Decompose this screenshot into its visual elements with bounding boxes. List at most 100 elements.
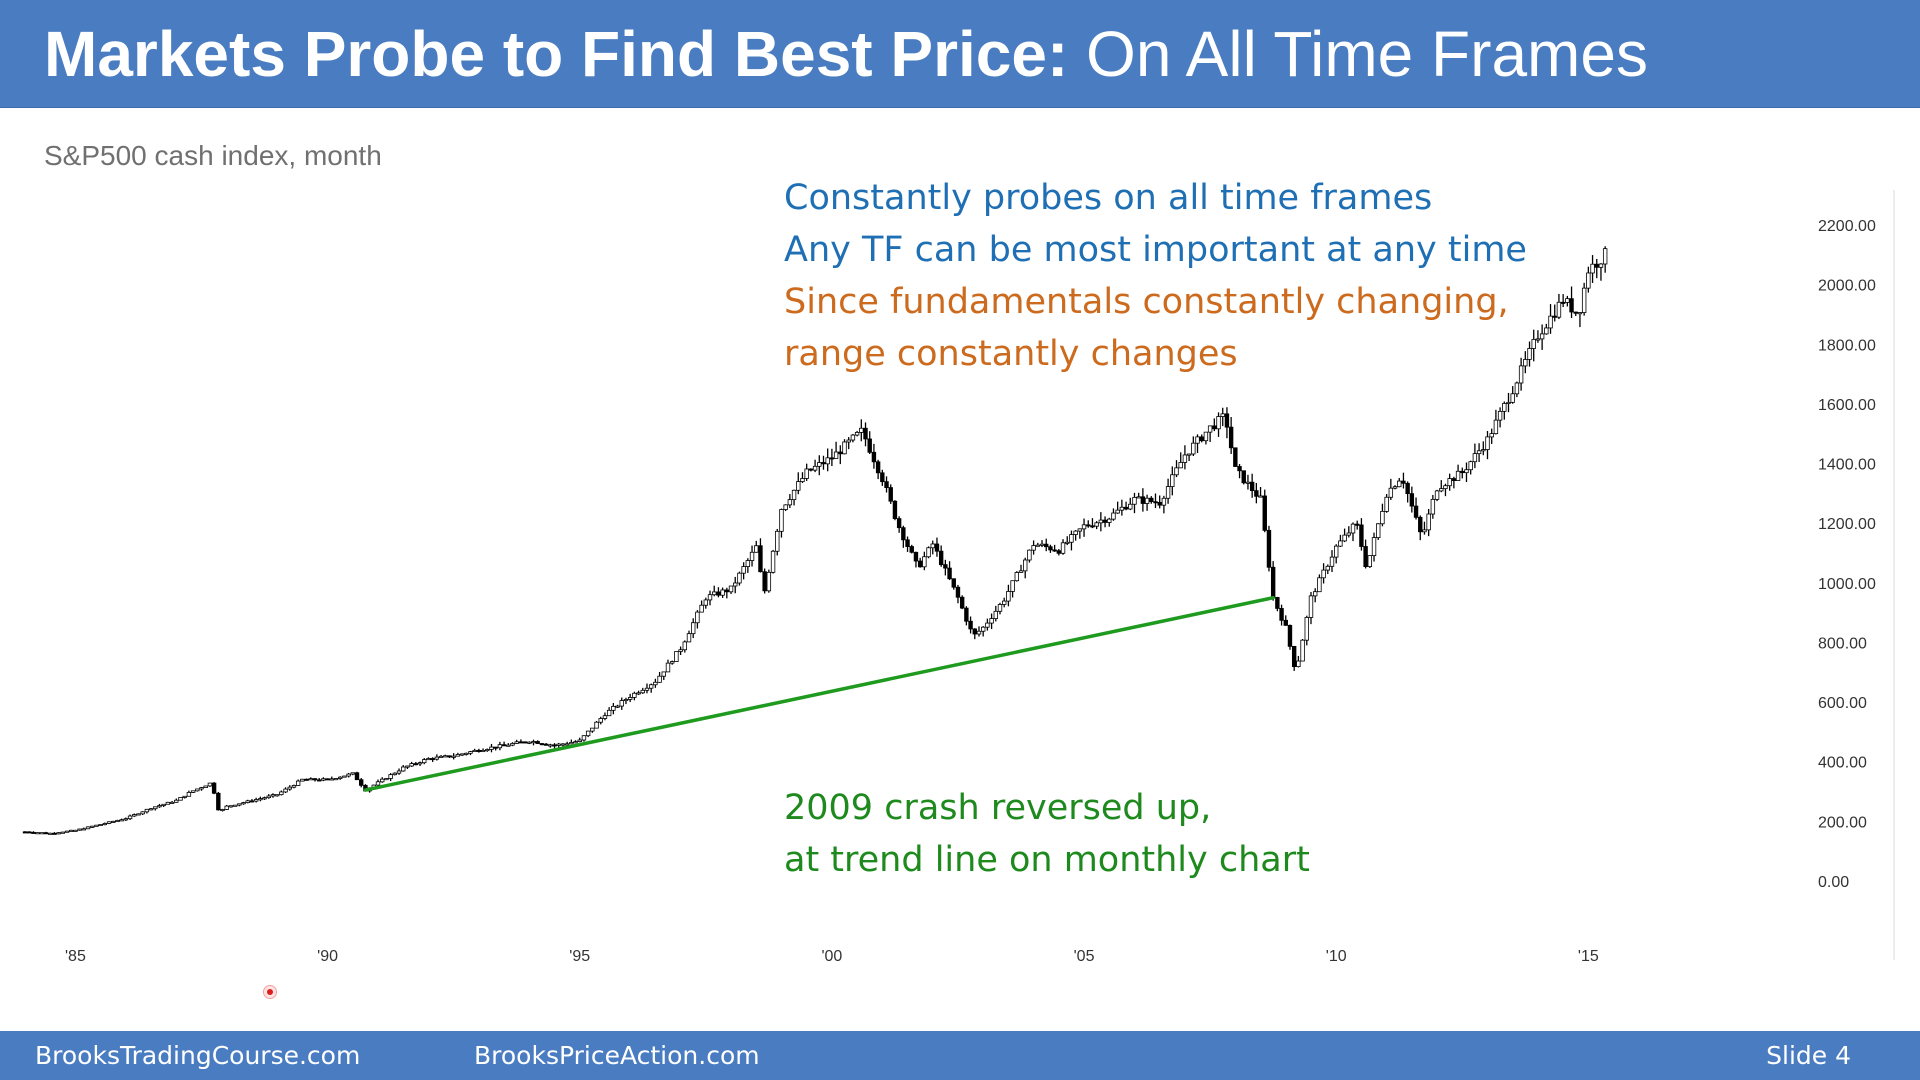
candle-body — [1581, 287, 1587, 313]
candle-body — [1195, 436, 1200, 444]
trendline-annotation-line-1: 2009 crash reversed up, — [784, 788, 1212, 828]
candle-body — [804, 468, 809, 479]
candle-body — [123, 818, 129, 821]
candle-body — [417, 762, 423, 765]
candle-body — [1228, 426, 1234, 449]
candle-body — [896, 518, 902, 529]
candle-body — [182, 795, 187, 798]
candle-body — [1447, 478, 1452, 487]
candle-body — [1443, 485, 1448, 490]
candle-body — [598, 718, 603, 723]
candle-body — [829, 457, 835, 460]
candle-body — [1565, 298, 1570, 303]
candle-body — [669, 661, 675, 664]
candle-body — [632, 692, 637, 698]
candle-body — [968, 620, 973, 630]
candle-body — [430, 758, 435, 761]
candle-body — [60, 831, 66, 834]
candle-body — [270, 794, 276, 797]
candle-body — [955, 586, 961, 598]
candle-body — [1224, 413, 1230, 428]
candle-body — [106, 821, 112, 824]
candle-body — [186, 792, 192, 797]
candle-body — [783, 504, 788, 510]
candle-body — [972, 628, 977, 635]
candle-body — [1132, 497, 1137, 505]
candle-body — [606, 709, 612, 717]
candle-body — [707, 594, 713, 601]
candle-body — [73, 829, 78, 832]
candle-body — [1237, 466, 1242, 472]
candle-body — [1165, 486, 1171, 499]
candle-body — [337, 776, 343, 779]
candle-body — [476, 749, 482, 752]
candle-body — [749, 551, 755, 561]
candle-body — [1304, 617, 1309, 641]
y-tick-label: 200.00 — [1818, 814, 1867, 831]
candle-body — [1275, 597, 1280, 609]
candle-body — [1300, 639, 1305, 662]
candle-body — [153, 806, 158, 810]
candle-body — [350, 772, 355, 775]
candle-body — [775, 530, 780, 552]
candle-body — [1140, 496, 1146, 504]
candle-body — [564, 743, 570, 746]
candle-body — [127, 815, 133, 820]
candle-body — [543, 743, 549, 746]
candle-body — [1220, 413, 1225, 417]
candle-body — [157, 805, 162, 808]
candle-body — [1422, 529, 1427, 533]
candle-body — [758, 545, 763, 573]
candle-body — [468, 751, 473, 754]
candle-body — [52, 832, 57, 835]
candle-body — [712, 591, 717, 596]
candle-body — [1367, 555, 1373, 568]
candle-body — [291, 785, 297, 788]
candle-body — [846, 439, 851, 443]
candle-body — [522, 741, 528, 744]
candle-body — [1270, 566, 1276, 598]
candle-body — [577, 739, 582, 743]
x-tick-label: '00 — [821, 948, 842, 965]
candle-body — [917, 560, 923, 568]
candle-body — [678, 649, 683, 652]
candle-body — [892, 500, 898, 520]
candle-body — [1153, 501, 1158, 504]
slide-title-normal: On All Time Frames — [1068, 18, 1648, 90]
candle-body — [455, 754, 461, 757]
candle-body — [779, 509, 784, 532]
candle-body — [56, 832, 61, 835]
candle-body — [1405, 482, 1410, 495]
candle-body — [1329, 556, 1335, 567]
candle-body — [220, 809, 225, 812]
candle-body — [304, 778, 309, 781]
candle-body — [203, 785, 208, 789]
candle-body — [1460, 470, 1465, 474]
candle-body — [791, 489, 797, 501]
candle-body — [81, 828, 87, 831]
candle-body — [812, 465, 818, 471]
candle-body — [266, 795, 271, 799]
candle-body — [1376, 523, 1381, 539]
candle-body — [178, 797, 183, 801]
candle-body — [388, 774, 393, 779]
candle-body — [384, 778, 389, 781]
candle-body — [31, 831, 36, 834]
candle-body — [1186, 453, 1192, 456]
candle-body — [232, 804, 238, 807]
candle-body — [1342, 534, 1347, 542]
candle-body — [913, 551, 919, 562]
candle-body — [1359, 524, 1364, 547]
candle-body — [308, 778, 313, 781]
candle-body — [821, 462, 826, 465]
candle-body — [245, 800, 250, 803]
footer-site-middle[interactable]: BrooksPriceAction.com — [474, 1041, 760, 1070]
candle-body — [228, 805, 234, 808]
candle-body — [875, 461, 881, 474]
candle-body — [165, 801, 171, 805]
candle-body — [796, 481, 801, 491]
candle-body — [1518, 365, 1524, 384]
candle-body — [770, 550, 776, 573]
candle-body — [644, 687, 650, 691]
footer-site-left[interactable]: BrooksTradingCourse.com — [35, 1041, 361, 1070]
